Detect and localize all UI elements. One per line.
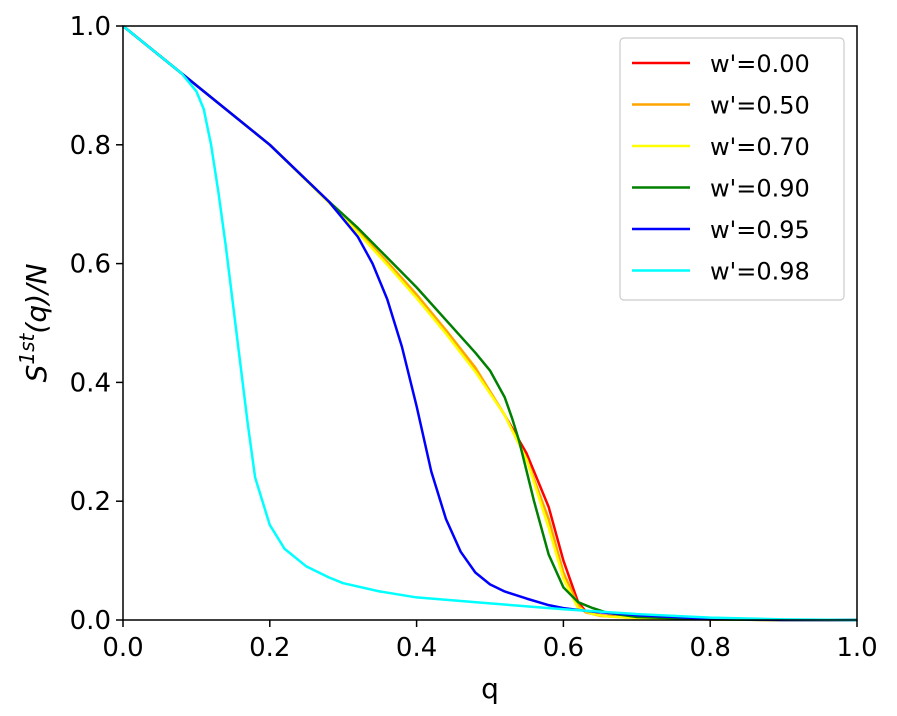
plot-lines (122, 25, 858, 622)
y-axis-label-sup: 1st (15, 332, 39, 364)
y-axis-label-rest: (q)/N (20, 264, 53, 334)
series-line-5 (122, 25, 858, 622)
legend-label-5: w'=0.98 (710, 258, 810, 286)
x-tick-label: 0.8 (690, 633, 731, 663)
y-axis-label-base: S (20, 365, 53, 383)
legend: w'=0.00 w'=0.50 w'=0.70 w'=0.90 w'=0.95 w'=0.… (619, 37, 845, 301)
x-tick-label: 0.0 (102, 633, 143, 663)
x-tick-label: 1.0 (836, 633, 877, 663)
x-axis: 0.0 0.2 0.4 0.6 0.8 1.0 (102, 620, 878, 663)
y-axis-label: S1st(q)/N (15, 264, 53, 383)
y-tick-label: 0.0 (70, 606, 111, 636)
legend-label-2: w'=0.70 (710, 133, 810, 161)
y-tick-label: 0.6 (70, 250, 111, 280)
y-tick-label: 0.2 (70, 487, 111, 517)
x-tick-label: 0.2 (249, 633, 290, 663)
legend-label-0: w'=0.00 (710, 50, 810, 78)
legend-label-1: w'=0.50 (710, 92, 810, 120)
y-axis: 0.0 0.2 0.4 0.6 0.8 1.0 (70, 12, 123, 636)
y-tick-label: 0.8 (70, 131, 111, 161)
x-tick-label: 0.6 (543, 633, 584, 663)
plot-frame (122, 25, 858, 621)
legend-label-3: w'=0.90 (710, 175, 810, 203)
legend-label-4: w'=0.95 (710, 216, 810, 244)
x-axis-label: q (481, 672, 499, 705)
y-tick-label: 1.0 (70, 12, 111, 42)
y-tick-label: 0.4 (70, 368, 111, 398)
x-tick-label: 0.4 (396, 633, 437, 663)
